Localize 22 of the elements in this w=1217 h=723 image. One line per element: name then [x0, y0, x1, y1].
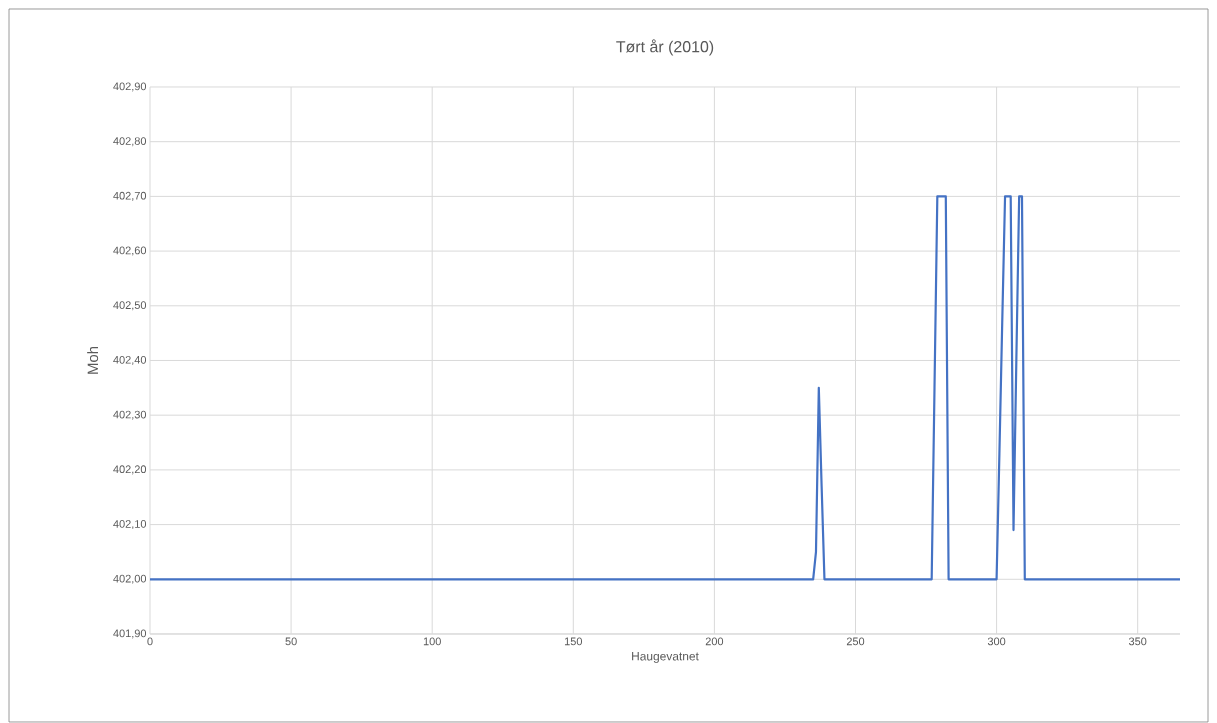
- chart-title: Tørt år (2010): [616, 39, 714, 56]
- y-tick-label: 402,90: [113, 82, 147, 92]
- y-tick-label: 402,20: [113, 465, 147, 475]
- y-tick-label: 402,10: [113, 520, 147, 530]
- x-tick-label: 100: [423, 637, 441, 646]
- x-tick-label: 150: [564, 637, 582, 646]
- x-axis-title: Haugevatnet: [632, 652, 699, 663]
- y-tick-label: 402,70: [113, 191, 147, 201]
- y-tick-label: 402,50: [113, 301, 147, 311]
- y-tick-label: 402,00: [113, 574, 147, 584]
- x-tick-label: 300: [987, 637, 1006, 646]
- x-tick-label: 250: [846, 637, 865, 646]
- y-tick-label: 402,30: [113, 410, 147, 420]
- x-tick-label: 350: [1128, 637, 1147, 646]
- y-tick-label: 402,80: [113, 137, 147, 147]
- y-axis-title: Moh: [87, 346, 99, 374]
- x-tick-label: 200: [705, 637, 724, 646]
- x-tick-label: 0: [147, 637, 153, 646]
- y-tick-label: 401,90: [113, 629, 147, 639]
- x-tick-label: 50: [285, 637, 297, 646]
- y-tick-label: 402,40: [113, 355, 147, 366]
- y-tick-label: 402,60: [113, 246, 147, 256]
